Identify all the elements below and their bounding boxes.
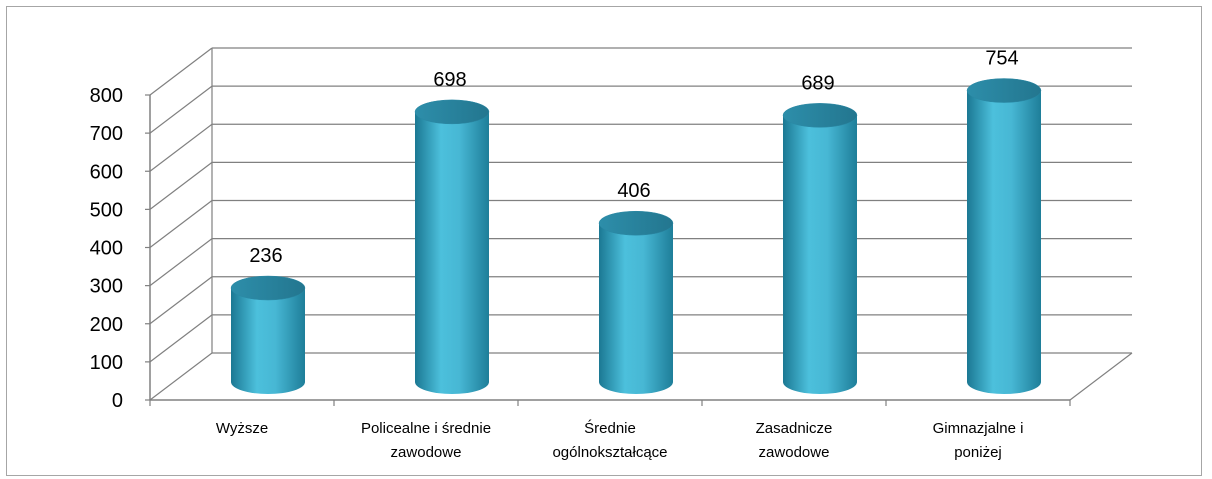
x-tick-label-line: poniżej [954, 444, 1002, 461]
bar-body [967, 90, 1041, 394]
side-gridline [149, 238, 213, 287]
side-gridline [149, 85, 213, 134]
data-label: 406 [617, 180, 650, 202]
bar-cylinder [598, 210, 674, 394]
x-tick-label: Wyższe [216, 420, 268, 437]
bar-cylinder [966, 78, 1042, 394]
y-tick-label: 300 [90, 276, 123, 298]
data-label: 689 [801, 72, 834, 94]
y-tick-label: 200 [90, 314, 123, 336]
side-gridline [149, 161, 213, 210]
bar-body [783, 115, 857, 394]
bar-top [966, 78, 1042, 103]
bar-top [598, 210, 674, 236]
x-tick-label-line: zawodowe [391, 444, 462, 461]
bar-top [414, 99, 490, 125]
axes [145, 48, 1133, 406]
side-gridline [149, 123, 213, 172]
y-axis-tick-labels: 0 100 200 300 400 500 600 700 800 [90, 85, 123, 412]
x-tick-label-line: zawodowe [759, 444, 830, 461]
x-axis-tick-labels: Wyższe Policealne i średnie zawodowe Średni… [216, 419, 1024, 461]
bars [230, 78, 1042, 394]
data-labels: 236 698 406 689 754 [249, 48, 1018, 267]
side-gridline [149, 314, 213, 363]
data-label: 698 [433, 69, 466, 91]
x-tick-label-line: Wyższe [216, 420, 268, 437]
bar-top [230, 275, 306, 301]
x-tick-label: Gimnazjalne i poniżej [933, 420, 1024, 461]
x-tick-label-line: ogólnokształcące [552, 444, 667, 461]
bar-top [782, 103, 858, 128]
x-tick-label-line: Gimnazjalne i [933, 420, 1024, 437]
x-tick-label-line: Średnie [584, 419, 636, 437]
data-label: 236 [249, 245, 282, 267]
side-gridline [149, 200, 213, 248]
floor-right-edge [1069, 352, 1133, 401]
y-tick-label: 700 [90, 123, 123, 145]
y-tick-label: 500 [90, 199, 123, 221]
bar-cylinder [414, 99, 490, 394]
side-gridline [149, 276, 213, 325]
x-tick-label: Zasadnicze zawodowe [756, 420, 833, 461]
x-tick-label-line: Policealne i średnie [361, 420, 491, 437]
x-tick-label: Średnie ogólnokształcące [552, 419, 667, 461]
y-tick-label: 400 [90, 238, 123, 260]
y-tick-label: 600 [90, 161, 123, 183]
side-gridline [149, 47, 213, 96]
bar-body [415, 111, 489, 394]
x-tick-label-line: Zasadnicze [756, 420, 833, 437]
data-label: 754 [985, 48, 1018, 70]
bar-cylinder [230, 275, 306, 394]
bar-body [231, 288, 305, 394]
side-gridline [149, 352, 213, 401]
y-tick-label: 800 [90, 85, 123, 107]
y-tick-label: 100 [90, 352, 123, 374]
bar-body [599, 223, 673, 394]
bar-cylinder [782, 103, 858, 394]
x-tick-label: Policealne i średnie zawodowe [361, 420, 491, 461]
y-tick-label: 0 [112, 390, 123, 412]
